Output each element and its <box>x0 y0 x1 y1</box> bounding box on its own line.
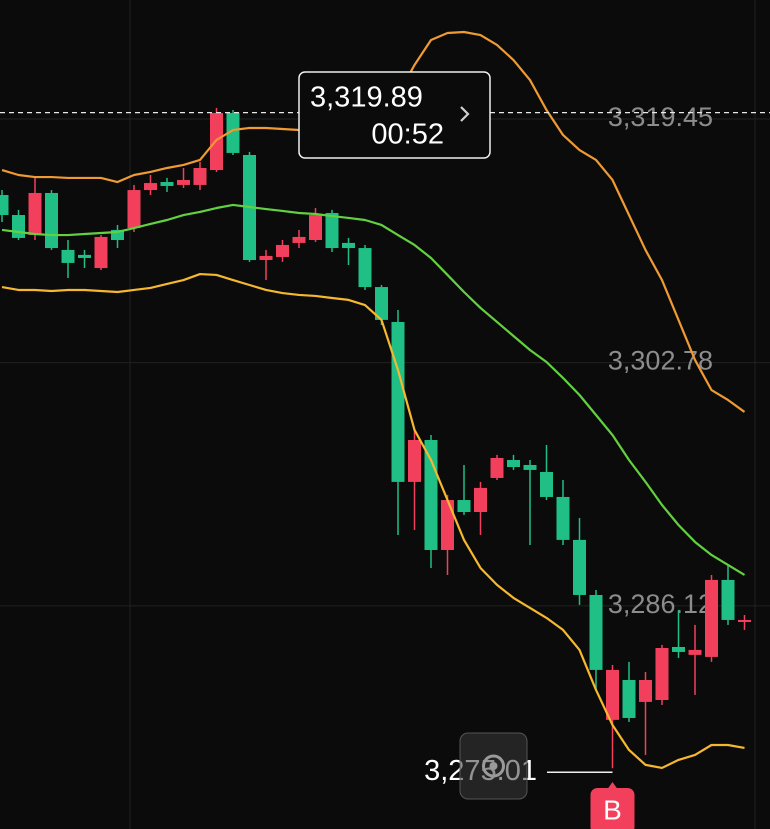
y-tick-label: 3,319.45 <box>608 102 713 132</box>
candle-body <box>606 669 619 720</box>
candle-body <box>655 648 669 701</box>
view-icon <box>482 754 505 778</box>
candle-body <box>589 594 603 670</box>
candle-body <box>309 215 322 241</box>
candle-body <box>540 471 553 497</box>
candle-body <box>78 254 91 258</box>
candle-body <box>523 464 537 470</box>
candle-body <box>325 212 339 249</box>
candle-body <box>622 679 636 718</box>
buy-marker-pointer <box>607 782 618 789</box>
candle-body <box>556 496 570 540</box>
last-price-box[interactable] <box>298 71 491 159</box>
candle-body <box>276 244 289 257</box>
buy-marker[interactable] <box>590 788 635 829</box>
candle-body <box>705 579 718 657</box>
candle-body <box>144 183 157 191</box>
candle-body <box>688 649 702 655</box>
last-price-label: 3,319.89 <box>310 82 423 114</box>
chevron[interactable] <box>460 106 470 122</box>
candle-body <box>259 255 273 261</box>
candle-body <box>94 236 108 269</box>
candle-body <box>738 619 751 623</box>
candle-body <box>639 679 652 702</box>
candle-body <box>12 215 25 238</box>
candle-body <box>391 321 405 482</box>
candle-body <box>193 167 207 185</box>
candle-body <box>474 487 487 513</box>
candle-body <box>457 500 471 513</box>
countdown: 00:52 <box>371 119 444 151</box>
candle-body <box>507 460 520 468</box>
candle-body <box>490 457 504 478</box>
band-line <box>1 272 745 770</box>
y-tick-label: 3,302.78 <box>608 346 713 376</box>
candle-body <box>424 439 438 550</box>
candle-body <box>177 179 190 185</box>
candle-body <box>292 236 306 243</box>
candle-body <box>441 500 454 550</box>
candle-body <box>226 112 240 153</box>
candle-body <box>375 287 388 320</box>
view-icon-dot <box>489 762 498 770</box>
candle-body <box>358 248 372 288</box>
candle-body <box>160 182 174 186</box>
candle-body <box>721 579 735 620</box>
candle-body <box>28 192 42 236</box>
buy-marker-label: B <box>603 794 622 825</box>
candle-body <box>0 195 9 216</box>
candle-body <box>342 242 355 249</box>
candle-body <box>61 249 75 263</box>
candle-body <box>408 439 421 482</box>
y-tick-label: 3,286.12 <box>608 589 713 619</box>
candle-body <box>45 192 58 249</box>
candle-body <box>672 646 685 652</box>
candle-body <box>111 229 124 241</box>
candle-body <box>127 190 141 229</box>
band-line <box>1 203 746 576</box>
candle-body <box>573 539 586 595</box>
